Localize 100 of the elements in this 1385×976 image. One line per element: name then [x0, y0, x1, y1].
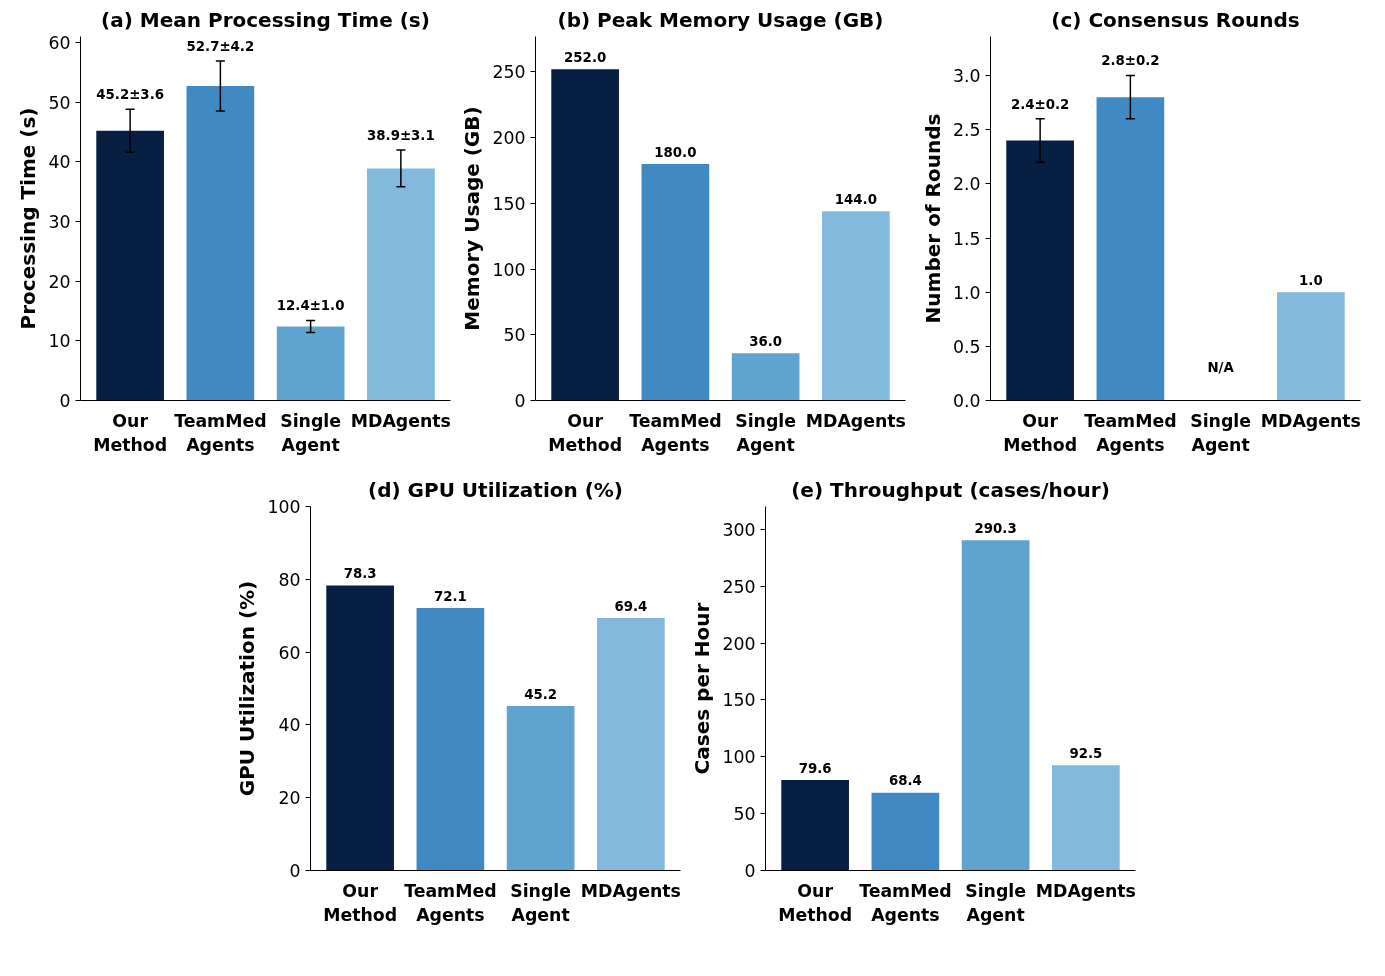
- y-tick-label: 100: [267, 497, 301, 517]
- bar: [276, 326, 345, 401]
- data-label: 45.2±3.6: [96, 87, 164, 103]
- y-tick-label: 80: [278, 569, 301, 590]
- y-tick-label: 200: [722, 633, 756, 654]
- bar: [597, 617, 665, 871]
- y-tick-label: 20: [48, 271, 71, 292]
- y-tick-label: 40: [278, 715, 301, 736]
- bar: [1096, 97, 1165, 401]
- y-tick-label: 20: [278, 788, 301, 809]
- y-tick-label: 50: [48, 92, 71, 113]
- y-tick-label: 100: [492, 259, 526, 280]
- y-tick-label: 30: [48, 211, 71, 232]
- x-tick-label: Single Agent: [965, 880, 1027, 925]
- data-label: 92.5: [1069, 746, 1103, 761]
- bar: [871, 792, 940, 871]
- x-tick-label: TeamMed Agents: [859, 880, 952, 925]
- data-label: 45.2: [524, 686, 558, 702]
- bar: [551, 69, 619, 401]
- x-tick-label: TeamMed Agents: [1084, 410, 1177, 455]
- data-label: 69.4: [614, 598, 648, 614]
- text: N/A: [1207, 360, 1234, 376]
- bar: [367, 168, 435, 401]
- chart-title: (b) Peak Memory Usage (GB): [557, 7, 884, 32]
- data-label: 144.0: [834, 191, 877, 207]
- bar: [822, 211, 890, 401]
- x-tick-label: MDAgents: [1260, 410, 1361, 431]
- x-tick-label: Single Agent: [510, 880, 572, 925]
- y-tick-label: 150: [492, 193, 526, 214]
- y-tick-label: 1.5: [952, 228, 981, 249]
- y-tick-label: 250: [722, 576, 756, 597]
- y-axis-title: Number of Rounds: [920, 113, 945, 324]
- bar: [186, 86, 255, 401]
- data-label: 68.4: [888, 773, 922, 789]
- y-tick-label: 0: [744, 861, 756, 881]
- y-axis-title: Cases per Hour: [690, 602, 715, 775]
- x-tick-label: Our Method: [548, 410, 623, 455]
- data-label: 52.7±4.2: [186, 38, 255, 54]
- x-tick-label: MDAgents: [580, 880, 681, 901]
- bar: [731, 353, 800, 401]
- data-label: 12.4±1.0: [276, 298, 345, 314]
- data-label: 79.6: [798, 760, 832, 776]
- y-tick-label: 0.5: [952, 336, 981, 357]
- bar: [96, 130, 164, 401]
- y-tick-label: 3.0: [952, 66, 981, 86]
- y-tick-label: 2.0: [952, 174, 981, 195]
- y-tick-label: 300: [722, 519, 756, 540]
- x-tick-label: Our Method: [778, 880, 853, 925]
- data-label: 38.9±3.1: [367, 127, 435, 143]
- x-tick-label: TeamMed Agents: [404, 880, 497, 925]
- y-tick-label: 150: [722, 690, 756, 711]
- bar: [1006, 140, 1074, 401]
- bar: [506, 705, 575, 871]
- y-tick-label: 50: [733, 804, 756, 825]
- x-tick-label: Our Method: [323, 880, 398, 925]
- y-axis-title: Processing Time (s): [16, 107, 41, 330]
- y-tick-label: 250: [492, 62, 526, 83]
- bar: [641, 163, 710, 401]
- y-tick-label: 40: [48, 152, 71, 173]
- x-tick-label: MDAgents: [1035, 880, 1136, 901]
- chart-title: (c) Consensus Rounds: [1051, 7, 1300, 32]
- y-tick-label: 10: [48, 331, 71, 352]
- data-label: 2.8±0.2: [1101, 53, 1160, 69]
- data-label: 36.0: [749, 333, 783, 349]
- x-tick-label: MDAgents: [805, 410, 906, 431]
- chart-title: (a) Mean Processing Time (s): [101, 7, 430, 32]
- x-tick-label: Single Agent: [1190, 410, 1252, 455]
- y-tick-label: 1.0: [952, 282, 981, 303]
- bar: [326, 585, 394, 871]
- y-tick-label: 0.0: [952, 391, 981, 411]
- data-label: 72.1: [433, 588, 467, 604]
- y-axis-title: Memory Usage (GB): [460, 106, 485, 331]
- y-tick-label: 100: [722, 747, 756, 768]
- y-tick-label: 0: [289, 861, 301, 881]
- bar: [961, 540, 1030, 871]
- bar: [781, 779, 849, 871]
- bar: [1277, 292, 1345, 401]
- y-tick-label: 60: [48, 32, 71, 53]
- data-label: 180.0: [654, 144, 697, 160]
- data-label: 78.3: [343, 566, 377, 582]
- y-tick-label: 50: [503, 325, 526, 346]
- data-label: 290.3: [974, 521, 1017, 536]
- x-tick-label: Our Method: [1003, 410, 1078, 455]
- x-tick-label: Our Method: [93, 410, 168, 455]
- bar: [416, 608, 485, 871]
- y-tick-label: 2.5: [952, 120, 981, 141]
- chart-title: (e) Throughput (cases/hour): [791, 477, 1110, 502]
- x-tick-label: TeamMed Agents: [174, 410, 267, 455]
- x-tick-label: MDAgents: [350, 410, 451, 431]
- y-tick-label: 0: [59, 391, 71, 411]
- chart-title: (d) GPU Utilization (%): [367, 477, 624, 502]
- y-tick-label: 60: [278, 642, 301, 663]
- y-tick-label: 200: [492, 128, 526, 149]
- data-label: 2.4±0.2: [1010, 96, 1070, 112]
- x-tick-label: Single Agent: [280, 410, 342, 455]
- y-axis-title: GPU Utilization (%): [235, 580, 260, 797]
- y-tick-label: 0: [514, 391, 526, 411]
- x-tick-label: Single Agent: [735, 410, 797, 455]
- x-tick-label: TeamMed Agents: [629, 410, 722, 455]
- data-label: 1.0: [1299, 272, 1323, 288]
